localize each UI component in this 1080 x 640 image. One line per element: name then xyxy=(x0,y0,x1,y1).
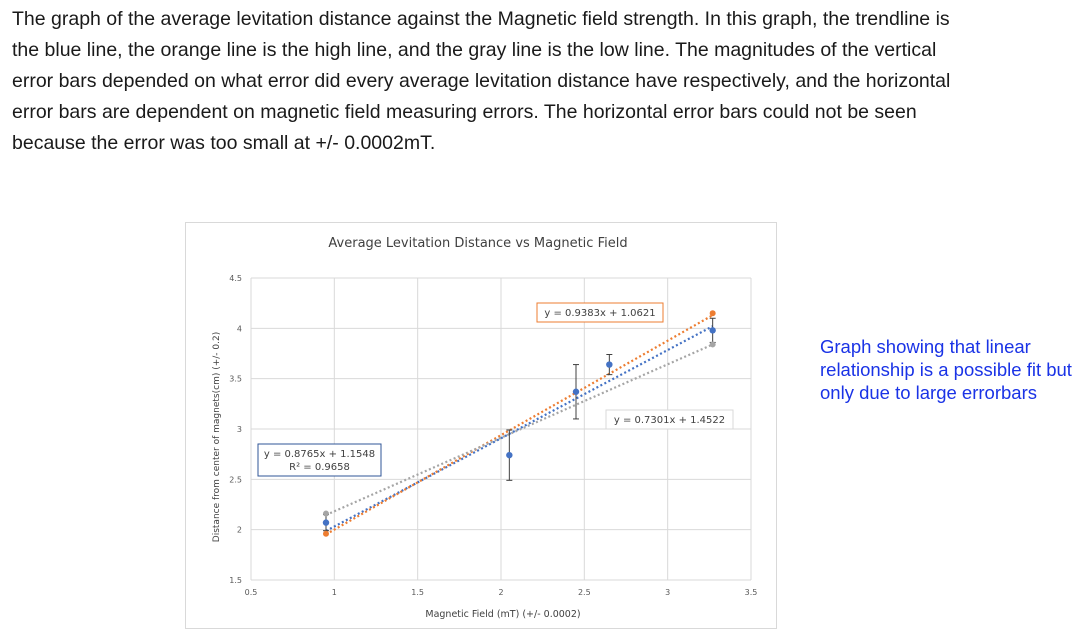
x-tick-label: 3.5 xyxy=(745,588,758,597)
high-line-equation-text: y = 0.9383x + 1.0621 xyxy=(544,308,655,319)
y-tick-label: 4.5 xyxy=(229,274,242,283)
y-tick-label: 3.5 xyxy=(229,375,242,384)
data-point xyxy=(572,388,580,395)
high-line-equation-box xyxy=(536,302,664,323)
y-tick-label: 3 xyxy=(237,425,242,434)
data-point xyxy=(606,361,613,368)
trendline-high-line xyxy=(325,314,714,536)
data-points xyxy=(322,310,716,537)
high-point xyxy=(709,310,716,317)
low-point xyxy=(709,341,716,348)
figure-caption: The graph of the average levitation dist… xyxy=(12,8,951,154)
y-tick-label: 2 xyxy=(237,526,242,535)
data-point xyxy=(506,451,513,459)
x-tick-label: 1.5 xyxy=(411,588,424,597)
x-tick-label: 1 xyxy=(332,588,337,597)
x-tick-label: 2 xyxy=(498,588,503,597)
y-tick-label: 4 xyxy=(237,324,242,333)
chart-container: Average Levitation Distance vs Magnetic … xyxy=(185,222,777,629)
low-line-equation-text: y = 0.7301x + 1.4522 xyxy=(614,415,725,426)
x-tick-label: 0.5 xyxy=(245,588,258,597)
chart-svg: Average Levitation Distance vs Magnetic … xyxy=(212,236,757,620)
trendline-equation-text: y = 0.8765x + 1.1548 xyxy=(264,449,375,460)
x-axis-label: Magnetic Field (mT) (+/- 0.0002) xyxy=(425,609,580,620)
x-tick-label: 3 xyxy=(665,588,670,597)
y-tick-label: 1.5 xyxy=(229,576,242,585)
high-point xyxy=(323,530,329,537)
trendlines xyxy=(325,314,714,536)
trendline-low-line xyxy=(325,343,714,516)
data-point xyxy=(709,327,716,334)
tick-labels: 0.5 1 1.5 2 2.5 3 3.5 1.5 2 2.5 3 3.5 4 4.5 xyxy=(229,274,757,597)
trendline-equation-text: R² = 0.9658 xyxy=(289,462,350,473)
y-tick-label: 2.5 xyxy=(229,475,242,484)
low-point xyxy=(323,510,329,517)
y-axis-label: Distance from center of magnets(cm) (+/-… xyxy=(212,332,222,542)
low-line-equation-box xyxy=(605,409,734,430)
side-note: Graph showing that linear relationship i… xyxy=(820,336,1072,403)
trendline-trendline xyxy=(325,325,714,532)
trendline-equation-box xyxy=(257,443,382,477)
equation-labels: y = 0.8765x + 1.1548 R² = 0.9658 y = 0.938… xyxy=(257,302,734,477)
data-point xyxy=(322,519,330,526)
x-tick-label: 2.5 xyxy=(578,588,591,597)
chart-title: Average Levitation Distance vs Magnetic … xyxy=(328,236,627,251)
